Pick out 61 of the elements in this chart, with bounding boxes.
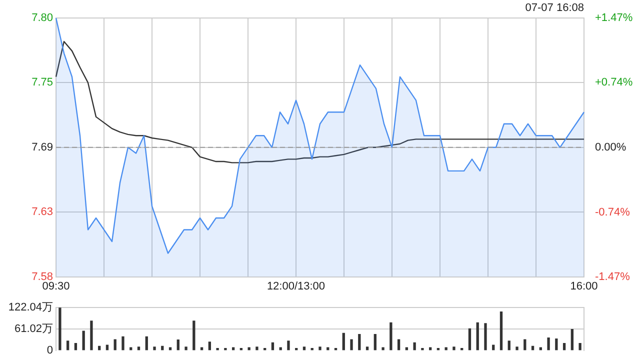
bar (66, 340, 70, 350)
y2-tick-label: +0.74% (595, 76, 633, 88)
bar (74, 343, 78, 350)
bar (153, 346, 156, 350)
y-tick-label: 7.80 (32, 12, 53, 24)
bar (578, 343, 582, 350)
y-tick-label: 7.69 (32, 141, 53, 154)
y2-tick-label: -0.74% (595, 206, 630, 219)
bar (184, 346, 188, 350)
bar (58, 308, 62, 350)
bar (421, 348, 424, 350)
bar (82, 330, 85, 350)
bar (476, 322, 479, 350)
bar (390, 322, 392, 350)
bar (524, 339, 526, 350)
bar (516, 346, 518, 350)
bar (208, 342, 211, 350)
bar (287, 340, 290, 350)
bar (302, 346, 306, 350)
bar (397, 339, 400, 350)
y2-tick-label: 0.00% (595, 141, 626, 154)
y2-tick-label: -1.47% (595, 270, 630, 283)
bar (570, 329, 574, 350)
bar (224, 348, 227, 350)
bar (248, 347, 250, 350)
bar (366, 346, 369, 350)
text: 07-07 16:08 (525, 2, 584, 14)
bar (562, 343, 566, 350)
bar (256, 346, 258, 350)
y-tick-label: 61.02万 (14, 323, 53, 336)
bar (374, 334, 376, 350)
bar (413, 342, 416, 350)
bar (500, 311, 503, 350)
x-tick-label: 16:00 (570, 280, 598, 292)
bar (350, 339, 353, 350)
bar (192, 320, 196, 350)
y2-tick-label: +1.47% (595, 12, 633, 24)
bar (216, 348, 219, 350)
y-tick-label: 7.63 (32, 206, 53, 218)
bar (452, 346, 456, 350)
bar (547, 337, 550, 350)
bar (90, 320, 93, 350)
bar (318, 346, 322, 350)
bar (342, 332, 345, 350)
y-tick-label: 7.75 (32, 76, 53, 89)
bar (508, 340, 510, 350)
y-tick-label: 122.04万 (8, 302, 53, 314)
y-tick-label: 0 (46, 344, 53, 356)
bar (176, 340, 180, 350)
bar (468, 328, 472, 350)
x-tick-label: 09:30 (42, 280, 70, 292)
x-tick-label: 12:00/13:00 (266, 280, 326, 292)
bar (145, 336, 148, 350)
bar (382, 347, 384, 350)
y-tick-label: 7.58 (32, 270, 53, 283)
bar (122, 336, 124, 350)
bar (114, 339, 116, 350)
bar (358, 334, 361, 350)
bar (555, 338, 558, 350)
bar (484, 323, 487, 350)
bar (137, 346, 140, 350)
